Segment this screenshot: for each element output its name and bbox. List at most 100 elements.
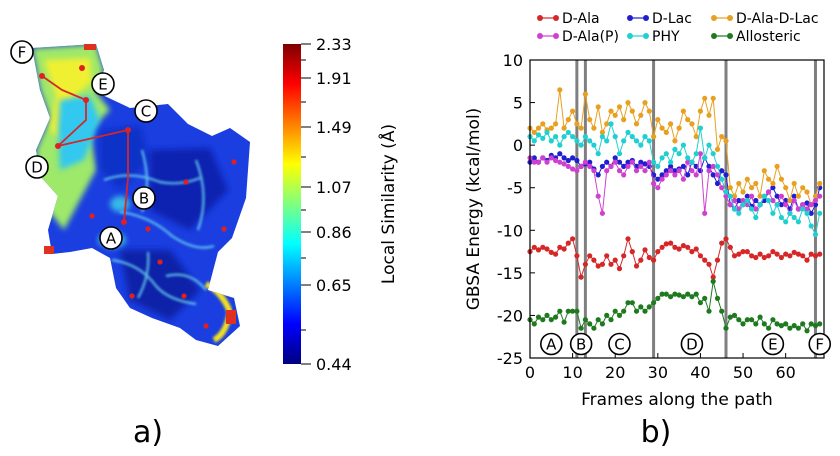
data-point: [706, 142, 712, 148]
data-point: [625, 159, 631, 165]
data-point: [757, 251, 763, 257]
data-point: [591, 168, 597, 174]
data-point: [753, 254, 759, 261]
data-point: [685, 159, 691, 165]
data-point: [582, 159, 589, 165]
data-point: [672, 146, 678, 152]
data-point: [672, 138, 678, 144]
region-marker-E: E: [761, 332, 785, 356]
data-point: [531, 138, 537, 144]
data-point: [599, 134, 606, 140]
data-point: [710, 95, 716, 101]
waypoint-B: B: [132, 186, 156, 210]
data-point: [783, 185, 789, 191]
data-point: [744, 249, 750, 255]
series-line: [529, 237, 820, 280]
data-point: [714, 146, 721, 152]
data-point: [633, 168, 640, 174]
data-point: [578, 125, 584, 131]
data-point: [548, 138, 554, 144]
data-point: [723, 138, 729, 144]
data-point: [535, 125, 542, 131]
data-point: [761, 168, 767, 174]
data-point: [629, 300, 635, 306]
data-point: [531, 155, 537, 161]
data-point: [616, 151, 623, 157]
data-point: [693, 134, 699, 140]
data-point: [621, 253, 627, 259]
data-point: [625, 236, 631, 242]
data-point: [808, 251, 814, 257]
data-point: [731, 206, 738, 212]
data-point: [774, 193, 780, 199]
data-point: [655, 163, 661, 169]
data-point: [561, 246, 567, 252]
data-point: [655, 185, 661, 191]
data-point: [599, 163, 606, 169]
data-point: [638, 304, 644, 310]
data-point: [668, 240, 674, 246]
data-point: [731, 197, 738, 204]
data-point: [727, 193, 733, 199]
data-point: [668, 163, 674, 169]
data-point: [548, 317, 554, 323]
data-point: [689, 159, 695, 165]
data-point: [736, 251, 742, 257]
data-point: [557, 142, 563, 148]
data-point: [604, 159, 610, 165]
data-point: [770, 185, 776, 191]
legend-entry: Allosteric: [711, 29, 801, 45]
data-point: [812, 323, 819, 329]
data-point: [680, 176, 687, 182]
data-point: [587, 117, 593, 123]
data-point: [697, 125, 704, 131]
data-point: [531, 321, 537, 327]
data-point: [697, 108, 704, 114]
data-point: [544, 159, 550, 165]
colorbar-tick-label: 1.07: [316, 178, 352, 197]
legend-entry: D-Ala-D-Lac: [711, 11, 819, 27]
data-point: [553, 251, 559, 257]
data-point: [702, 210, 708, 216]
x-tick-label: 60: [775, 363, 795, 382]
data-point: [787, 325, 793, 331]
data-point: [570, 155, 576, 161]
data-point: [629, 108, 635, 114]
data-point: [795, 325, 802, 331]
data-point: [804, 200, 810, 206]
data-point: [625, 300, 631, 306]
data-point: [744, 176, 750, 182]
data-point: [531, 159, 537, 165]
data-point: [685, 291, 691, 297]
data-point: [608, 121, 614, 127]
data-point: [800, 185, 806, 191]
data-point: [604, 138, 610, 144]
data-point: [702, 295, 708, 301]
data-point: [774, 321, 780, 327]
data-point: [744, 197, 750, 204]
data-point: [736, 210, 742, 216]
data-point: [787, 197, 793, 204]
legend-label: Allosteric: [736, 29, 801, 45]
data-point: [608, 163, 614, 169]
data-point: [680, 243, 687, 249]
data-point: [795, 219, 802, 225]
data-point: [757, 193, 763, 199]
data-point: [599, 210, 606, 216]
data-point: [663, 151, 669, 157]
data-point: [749, 317, 755, 323]
data-point: [770, 249, 776, 255]
data-point: [778, 202, 785, 208]
data-point: [736, 197, 742, 204]
data-point: [804, 206, 810, 212]
data-point: [710, 151, 716, 157]
data-point: [766, 197, 772, 204]
data-point: [604, 168, 610, 174]
data-point: [774, 163, 780, 169]
data-point: [685, 117, 691, 123]
x-tick-label: 0: [525, 363, 535, 382]
data-point: [723, 193, 729, 199]
data-point: [621, 117, 627, 123]
data-point: [753, 180, 759, 187]
